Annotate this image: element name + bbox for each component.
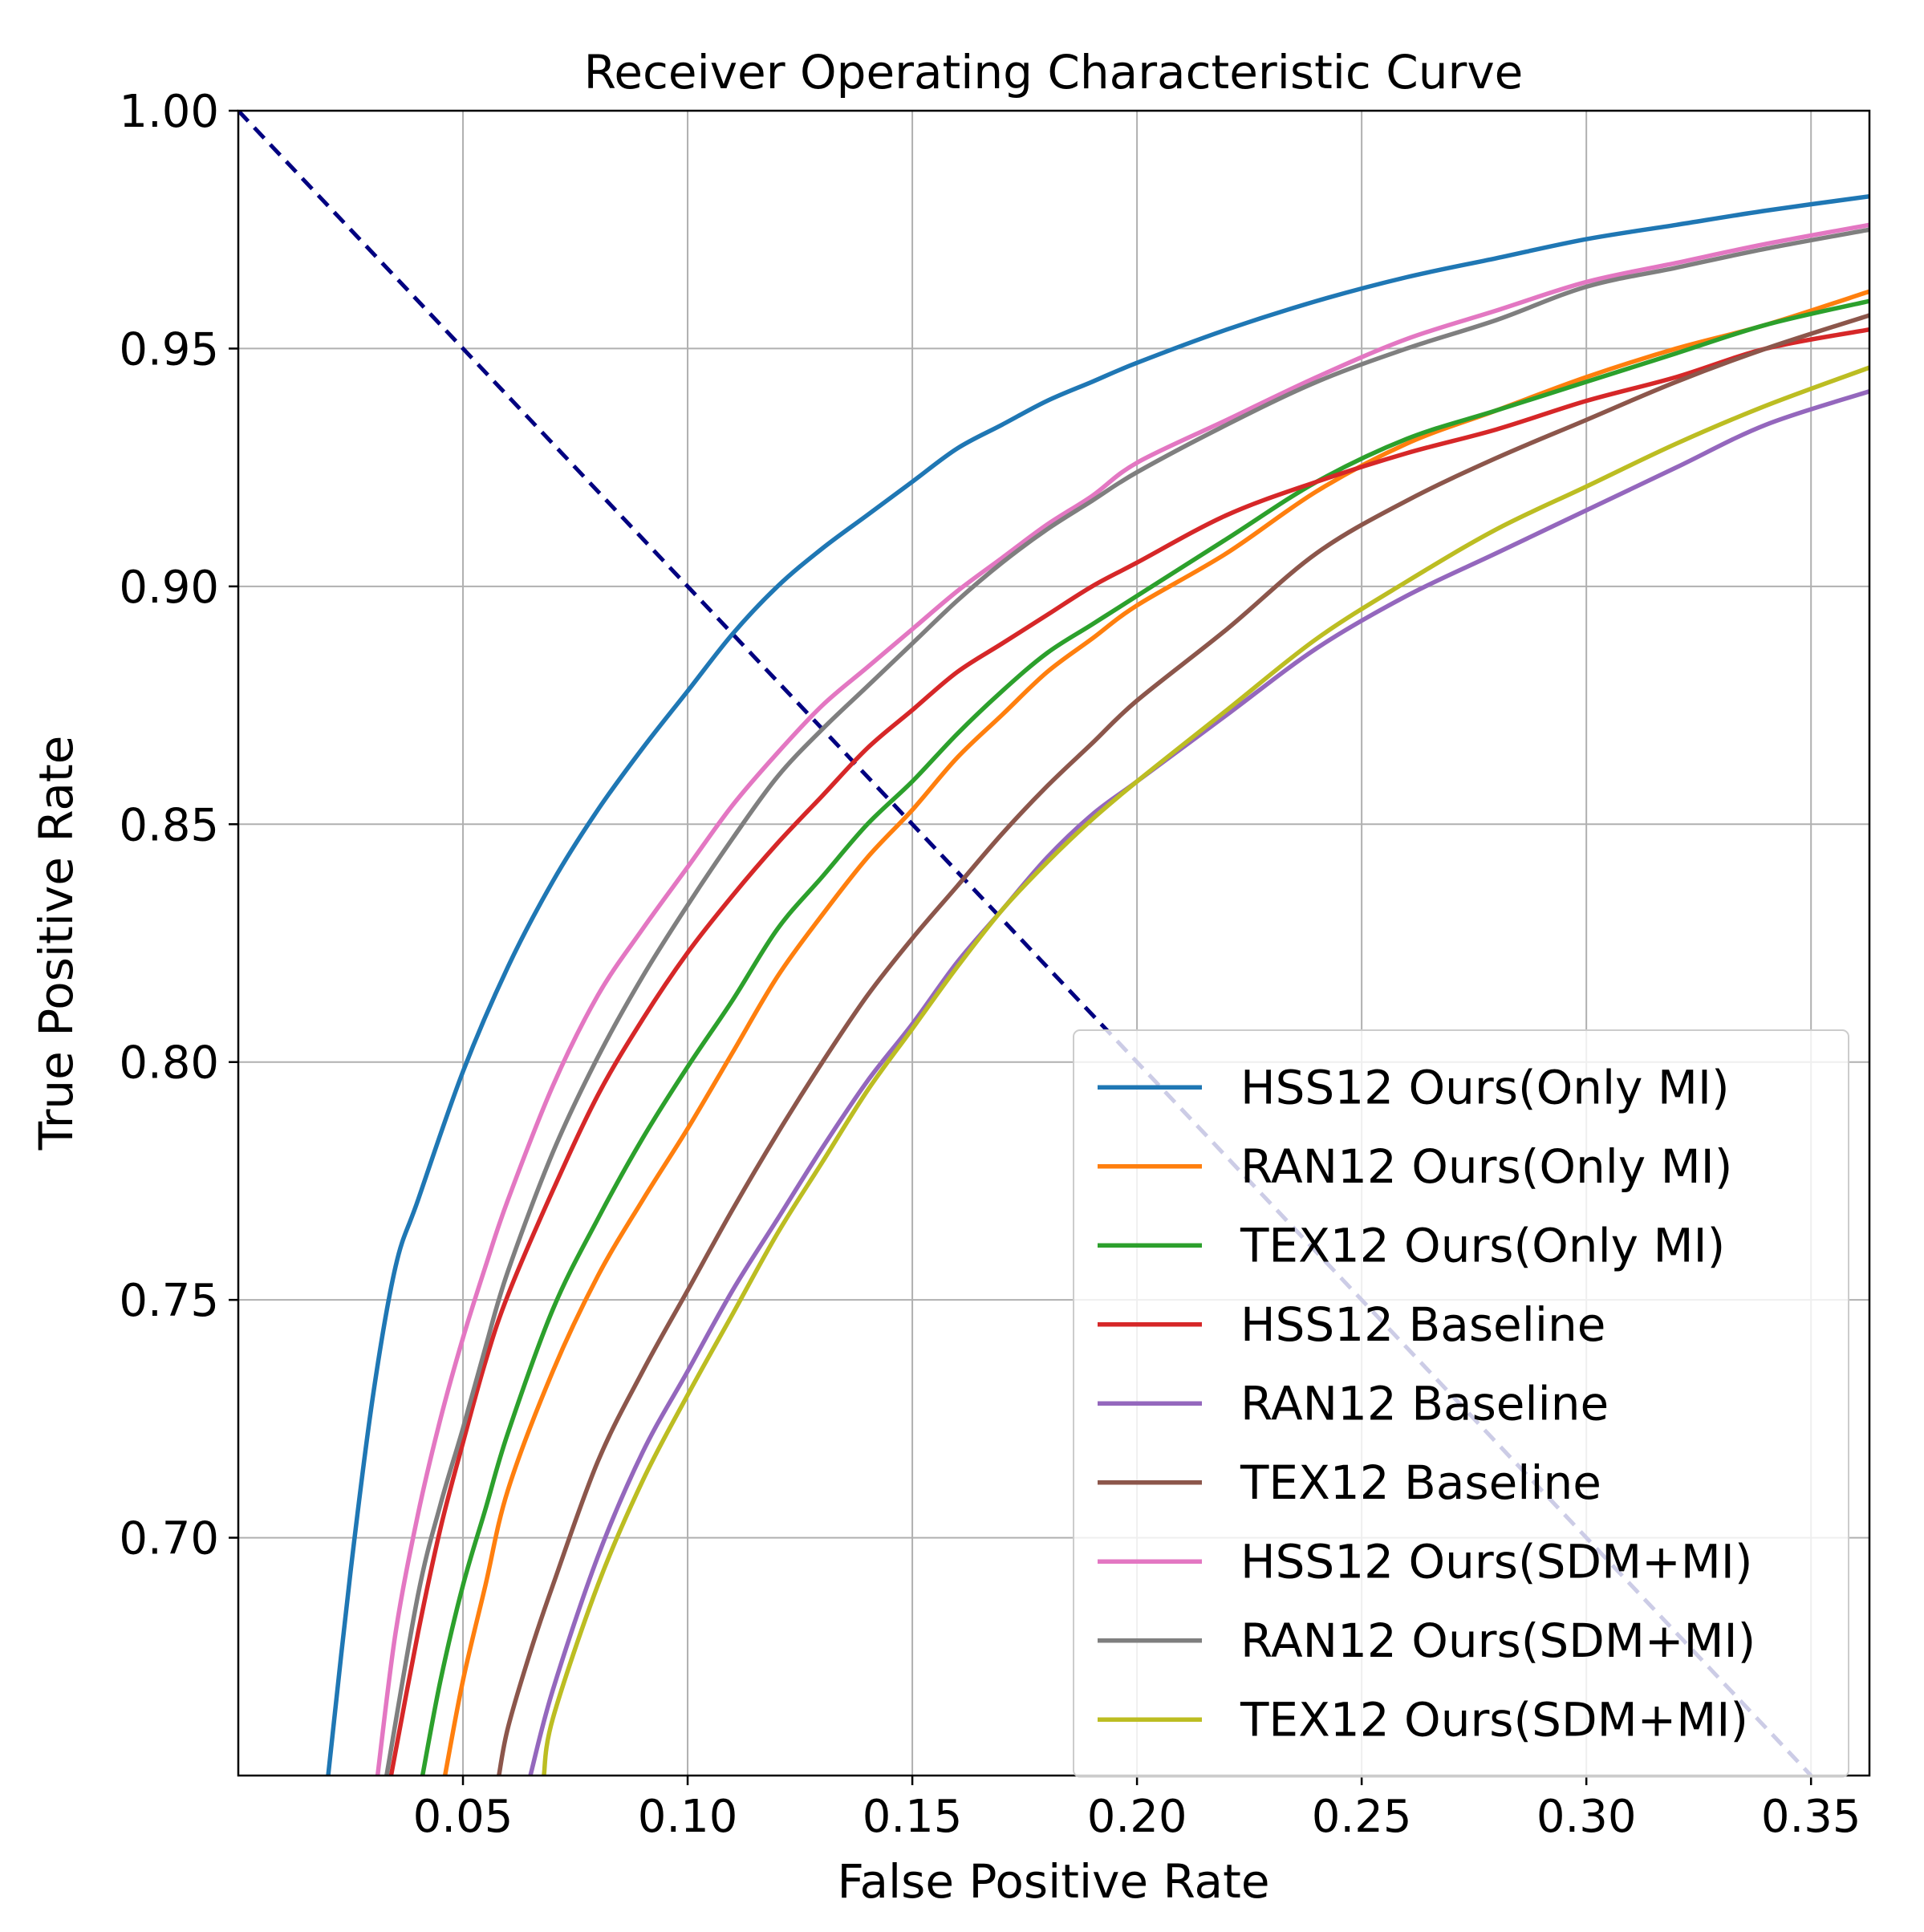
legend: HSS12 Ours(Only MI) RAN12 Ours(Only MI) TE… (1073, 1029, 1849, 1778)
y-tick-label: 0.90 (119, 562, 219, 614)
x-tick-label: 0.15 (863, 1791, 963, 1843)
y-tick-label: 1.00 (119, 86, 219, 138)
series-line-tex12-ours-only-mi (420, 298, 1869, 1776)
legend-label-ran12-baseline: RAN12 Baseline (1240, 1376, 1609, 1431)
y-tick-label: 0.95 (119, 323, 219, 375)
x-tick-label: 0.20 (1087, 1791, 1187, 1843)
legend-label-tex12-ours-sdm-mi: TEX12 Ours(SDM+MI) (1240, 1692, 1748, 1747)
x-axis-label: False Positive Rate (837, 1854, 1269, 1909)
chart-title: Receiver Operating Characteristic Curve (584, 45, 1524, 99)
series-line-hss12-ours-only-mi (326, 193, 1869, 1776)
plot-frame (237, 109, 1871, 1777)
y-axis-label: True Positive Rate (29, 736, 83, 1151)
x-tick-label: 0.05 (413, 1791, 513, 1843)
axis-ticks: 0.05 0.10 0.15 0.20 0.25 0.30 0.35 0.70 0.75 0.80… (119, 86, 1861, 1843)
y-tick-label: 0.75 (119, 1275, 219, 1327)
series-line-hss12-ours-sdm-mi (375, 222, 1869, 1776)
legend-label-hss12-ours-sdm-mi: HSS12 Ours(SDM+MI) (1240, 1534, 1752, 1589)
x-tick-label: 0.10 (638, 1791, 738, 1843)
legend-box (1073, 1029, 1849, 1778)
y-tick-label: 0.80 (119, 1037, 219, 1090)
series-layer (326, 193, 1869, 1776)
x-tick-label: 0.35 (1761, 1791, 1861, 1843)
y-tick-label: 0.85 (119, 799, 219, 851)
legend-label-hss12-ours-only-mi: HSS12 Ours(Only MI) (1240, 1060, 1730, 1114)
legend-label-hss12-baseline: HSS12 Baseline (1240, 1297, 1605, 1352)
legend-label-ran12-ours-sdm-mi: RAN12 Ours(SDM+MI) (1240, 1613, 1756, 1668)
x-tick-label: 0.25 (1312, 1791, 1412, 1843)
legend-label-tex12-baseline: TEX12 Baseline (1240, 1455, 1601, 1510)
y-tick-label: 0.70 (119, 1513, 219, 1565)
series-line-ran12-ours-sdm-mi (384, 227, 1869, 1776)
legend-label-ran12-ours-only-mi: RAN12 Ours(Only MI) (1240, 1139, 1732, 1194)
x-tick-label: 0.30 (1536, 1791, 1637, 1843)
legend-label-tex12-ours-only-mi: TEX12 Ours(Only MI) (1240, 1218, 1725, 1272)
series-line-tex12-ours-sdm-mi (542, 365, 1869, 1776)
series-line-tex12-baseline (497, 313, 1869, 1776)
series-line-hss12-baseline (388, 327, 1869, 1776)
